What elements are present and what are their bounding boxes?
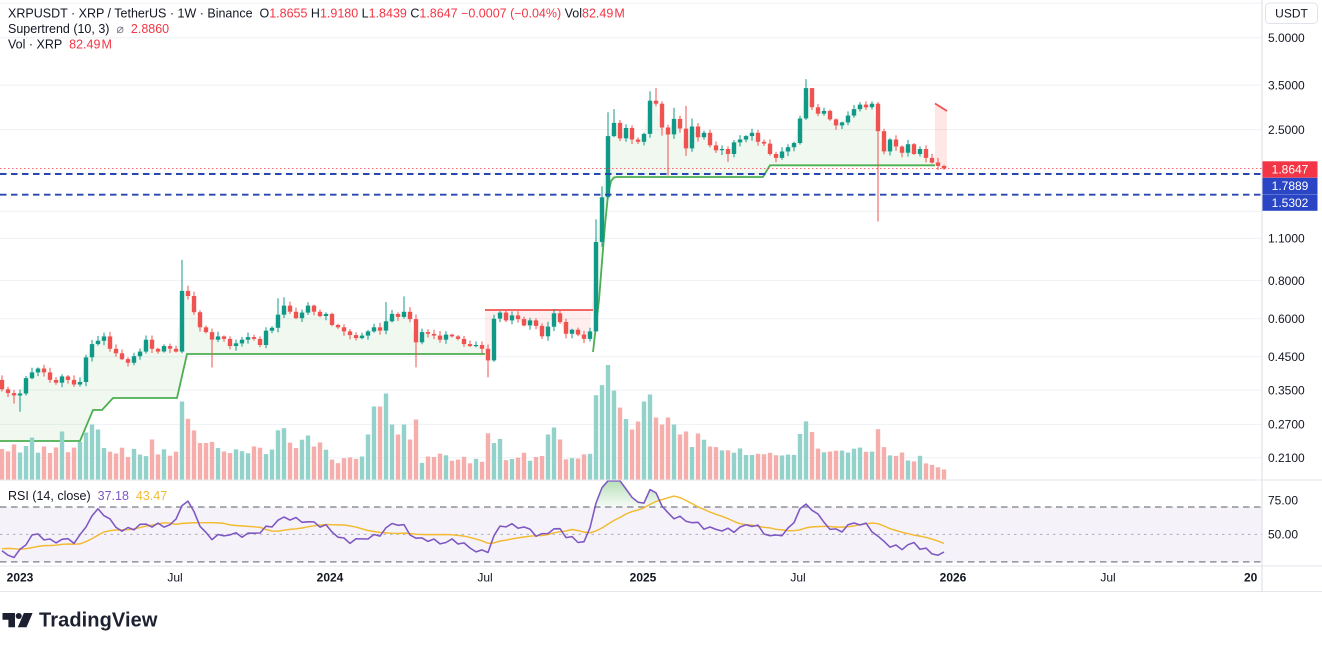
svg-text:0.3500: 0.3500 (1268, 383, 1305, 397)
svg-text:Jul: Jul (477, 571, 492, 585)
svg-text:USDT: USDT (1275, 6, 1308, 20)
svg-text:5.0000: 5.0000 (1268, 31, 1305, 45)
svg-text:Jul: Jul (790, 571, 805, 585)
svg-text:RSI (14, close) 37.18 43.47: RSI (14, close) 37.18 43.47 (8, 489, 167, 503)
svg-text:3.5000: 3.5000 (1268, 78, 1305, 92)
svg-text:50.00: 50.00 (1268, 528, 1298, 542)
svg-text:Vol · XRP 82.49 M: Vol · XRP 82.49 M (8, 38, 112, 52)
svg-text:2.5000: 2.5000 (1268, 123, 1305, 137)
svg-text:2024: 2024 (317, 571, 344, 585)
svg-text:1.8647: 1.8647 (1272, 163, 1309, 177)
svg-text:Jul: Jul (167, 571, 182, 585)
svg-text:0.2100: 0.2100 (1268, 451, 1305, 465)
svg-text:1.7889: 1.7889 (1272, 179, 1309, 193)
svg-text:0.2700: 0.2700 (1268, 418, 1305, 432)
svg-text:2026: 2026 (940, 571, 967, 585)
svg-text:TradingView: TradingView (39, 610, 158, 632)
svg-text:0.4500: 0.4500 (1268, 350, 1305, 364)
svg-text:0.6000: 0.6000 (1268, 312, 1305, 326)
svg-text:Jul: Jul (1100, 571, 1115, 585)
svg-text:Supertrend (10, 3) ⌀ 2.8860: Supertrend (10, 3) ⌀ 2.8860 (8, 22, 169, 36)
svg-text:20: 20 (1244, 571, 1258, 585)
svg-text:1.1000: 1.1000 (1268, 232, 1305, 246)
svg-text:75.00: 75.00 (1268, 493, 1298, 507)
svg-text:2023: 2023 (7, 571, 34, 585)
svg-text:XRPUSDT · XRP / TetherUS · 1W: XRPUSDT · XRP / TetherUS · 1W · Binance … (8, 7, 625, 21)
svg-text:0.8000: 0.8000 (1268, 274, 1305, 288)
svg-text:1.5302: 1.5302 (1272, 196, 1309, 210)
svg-text:2025: 2025 (630, 571, 657, 585)
